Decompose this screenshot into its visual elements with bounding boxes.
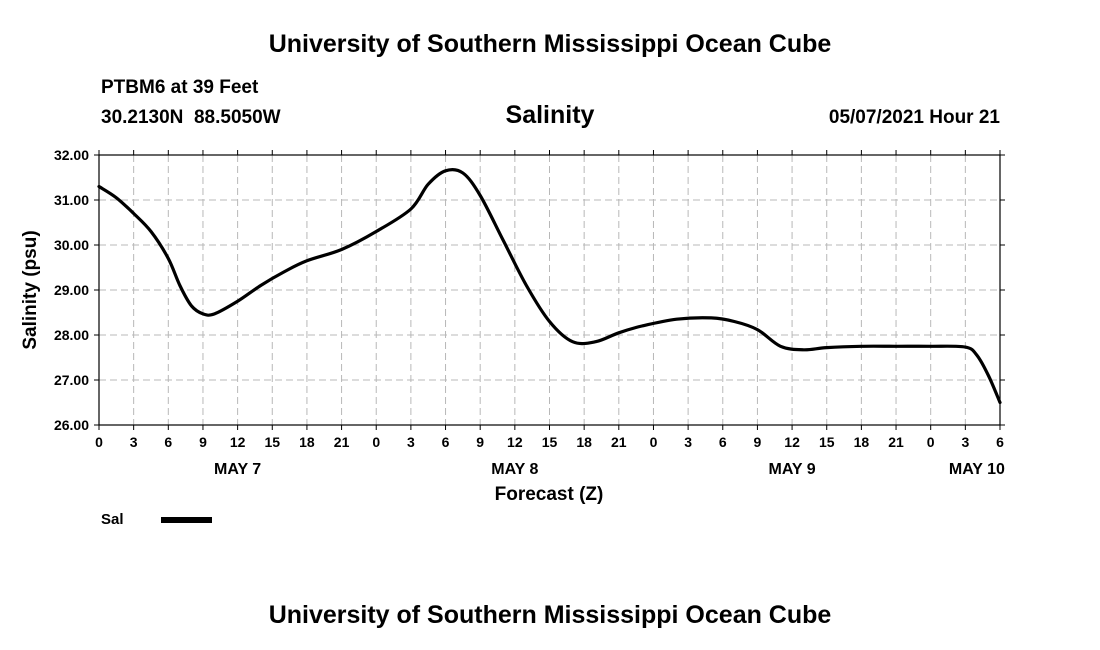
x-tick-label: 15 bbox=[264, 434, 280, 450]
x-tick-label: 21 bbox=[611, 434, 627, 450]
day-label: MAY 10 bbox=[949, 461, 1005, 478]
x-tick-label: 6 bbox=[719, 434, 727, 450]
x-tick-label: 0 bbox=[372, 434, 380, 450]
x-tick-label: 6 bbox=[996, 434, 1004, 450]
coordinates-label: 30.2130N 88.5050W bbox=[101, 107, 281, 128]
x-tick-label: 21 bbox=[334, 434, 350, 450]
y-tick-label: 27.00 bbox=[54, 372, 89, 388]
x-tick-label: 12 bbox=[784, 434, 800, 450]
datetime-label: 05/07/2021 Hour 21 bbox=[828, 107, 1000, 128]
x-tick-label: 3 bbox=[407, 434, 415, 450]
axis-labels: 26.00 27.00 28.00 29.00 30.00 31.00 32.00 0 3 6 9 1… bbox=[54, 147, 1005, 478]
x-axis-label: Forecast (Z) bbox=[495, 484, 604, 505]
series-layer bbox=[97, 167, 1002, 405]
day-label: MAY 9 bbox=[769, 461, 816, 478]
x-tick-label: 0 bbox=[95, 434, 103, 450]
x-tick-label: 18 bbox=[576, 434, 592, 450]
x-tick-label: 0 bbox=[927, 434, 935, 450]
x-tick-label: 9 bbox=[199, 434, 207, 450]
y-tick-label: 26.00 bbox=[54, 417, 89, 433]
x-tick-label: 6 bbox=[442, 434, 450, 450]
parameter-title: Salinity bbox=[505, 101, 595, 129]
plot-frame bbox=[98, 154, 1001, 426]
top-title: University of Southern Mississippi Ocean… bbox=[268, 30, 832, 58]
x-tick-label: 21 bbox=[888, 434, 904, 450]
legend-label: Sal bbox=[101, 511, 124, 528]
x-tick-label: 6 bbox=[164, 434, 172, 450]
y-tick-label: 28.00 bbox=[54, 327, 89, 343]
series-line-sal bbox=[97, 167, 1002, 405]
x-tick-label: 12 bbox=[507, 434, 523, 450]
station-label: PTBM6 at 39 Feet bbox=[101, 77, 259, 98]
x-tick-label: 15 bbox=[542, 434, 558, 450]
x-tick-label: 15 bbox=[819, 434, 835, 450]
y-axis-label: Salinity (psu) bbox=[20, 230, 41, 349]
x-tick-label: 9 bbox=[476, 434, 484, 450]
x-tick-label: 18 bbox=[299, 434, 315, 450]
y-tick-label: 31.00 bbox=[54, 192, 89, 208]
x-tick-label: 0 bbox=[650, 434, 658, 450]
x-tick-label: 9 bbox=[754, 434, 762, 450]
x-tick-label: 3 bbox=[961, 434, 969, 450]
x-tick-label: 3 bbox=[130, 434, 138, 450]
day-label: MAY 7 bbox=[214, 461, 261, 478]
x-tick-label: 12 bbox=[230, 434, 246, 450]
day-label: MAY 8 bbox=[491, 461, 538, 478]
x-tick-label: 18 bbox=[854, 434, 870, 450]
bottom-title: University of Southern Mississippi Ocean… bbox=[268, 601, 832, 629]
axes bbox=[94, 150, 1005, 430]
y-tick-label: 32.00 bbox=[54, 147, 89, 163]
y-tick-label: 29.00 bbox=[54, 282, 89, 298]
y-tick-label: 30.00 bbox=[54, 237, 89, 253]
x-tick-label: 3 bbox=[684, 434, 692, 450]
grid-lines bbox=[99, 155, 1000, 425]
